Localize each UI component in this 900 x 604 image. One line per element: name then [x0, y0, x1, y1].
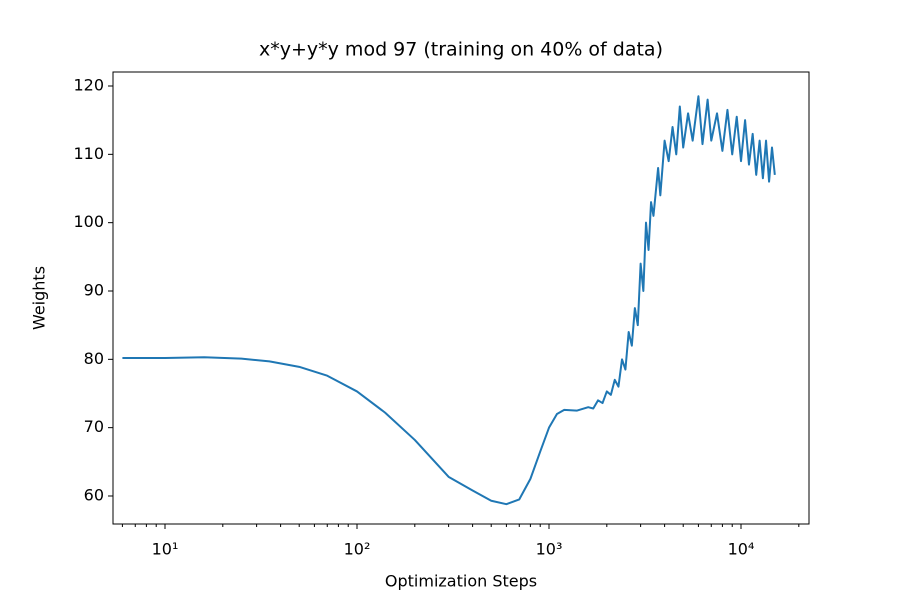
y-tick-label: 70	[84, 417, 104, 436]
plot-frame	[112, 71, 810, 525]
y-tick-label: 60	[84, 485, 104, 504]
x-tick-label: 10²	[344, 540, 371, 559]
x-axis-label: Optimization Steps	[385, 572, 537, 591]
chart-title: x*y+y*y mod 97 (training on 40% of data)	[259, 39, 663, 61]
y-tick-label: 110	[73, 144, 104, 163]
x-tick-label: 10¹	[152, 540, 179, 559]
y-tick-label: 80	[84, 349, 104, 368]
x-tick-label: 10⁴	[728, 540, 755, 559]
data-line	[122, 95, 776, 506]
y-tick-label: 100	[73, 212, 104, 231]
y-tick-label: 90	[84, 280, 104, 299]
x-tick-label: 10³	[536, 540, 563, 559]
y-axis-label: Weights	[30, 266, 49, 330]
y-tick-label: 120	[73, 76, 104, 95]
